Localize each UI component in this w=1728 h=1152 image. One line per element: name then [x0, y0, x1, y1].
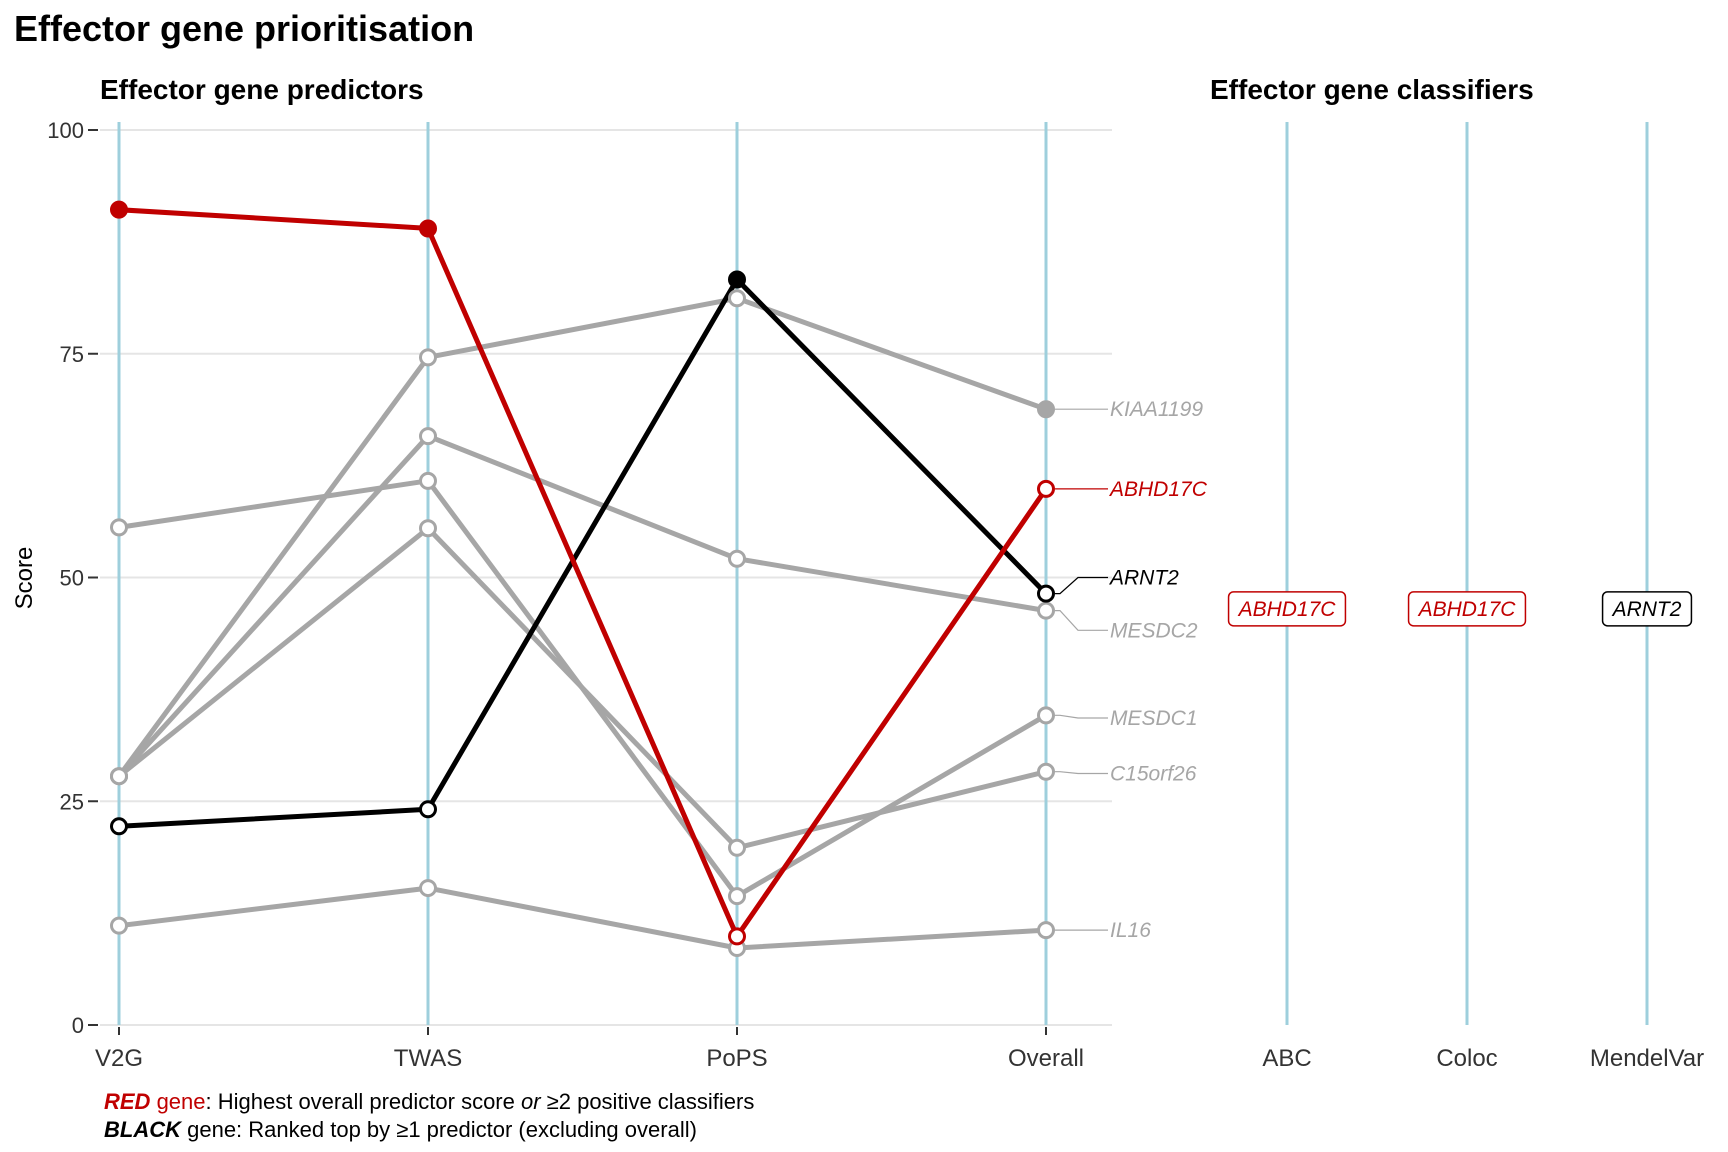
gene-label-C15orf26: C15orf26 [1110, 763, 1197, 786]
point-ABHD17C-Overall [1037, 479, 1055, 498]
gene-labels: KIAA1199 ABHD17C ARNT2 MESDC2 MESDC1 C15orf26… [1055, 398, 1208, 942]
point-C15orf26-TWAS [419, 519, 437, 538]
gene-label-ARNT2: ARNT2 [1108, 567, 1179, 590]
point-KIAA1199-PoPS [728, 289, 746, 308]
point-MESDC1-TWAS [419, 471, 437, 490]
point-MESDC2-TWAS [419, 427, 437, 446]
x-tick-label-V2G: V2G [95, 1045, 143, 1072]
x-axis: V2G TWAS PoPS Overall ABC Coloc MendelVar [95, 1027, 1704, 1072]
point-ARNT2-V2G [110, 817, 128, 836]
note-red-text2: ≥2 positive classifiers [540, 1089, 755, 1114]
classifier-box-label-MendelVar: ARNT2 [1611, 598, 1682, 621]
point-ABHD17C-V2G [110, 200, 128, 219]
point-KIAA1199-TWAS [419, 348, 437, 367]
note-red-or: or [520, 1089, 541, 1114]
gene-label-ABHD17C: ABHD17C [1108, 478, 1208, 501]
x-tick-label-MendelVar: MendelVar [1590, 1045, 1704, 1072]
gridlines [100, 129, 1112, 1026]
classifier-box-Coloc: ABHD17C [1407, 591, 1527, 627]
point-ARNT2-PoPS [728, 270, 746, 289]
point-C15orf26-PoPS [728, 838, 746, 857]
gene-label-MESDC2: MESDC2 [1110, 619, 1198, 642]
point-MESDC2-PoPS [728, 549, 746, 568]
point-IL16-TWAS [419, 879, 437, 898]
classifier-boxes: ABHD17C ABHD17C ARNT2 [1227, 591, 1693, 627]
note-red-gene: gene [150, 1089, 206, 1114]
point-MESDC1-V2G [110, 518, 128, 537]
point-ABHD17C-TWAS [419, 219, 437, 238]
y-tick-label-100: 100 [47, 118, 84, 143]
category-axis-lines [117, 122, 1649, 1025]
classifier-box-label-ABC: ABHD17C [1237, 598, 1337, 621]
legend-notes: RED gene: Highest overall predictor scor… [104, 1088, 754, 1144]
note-red-keyword: RED [104, 1089, 151, 1114]
x-tick-label-Coloc: Coloc [1436, 1045, 1497, 1072]
leader-line-C15orf26 [1055, 771, 1108, 775]
series-lines [116, 207, 1049, 951]
y-tick-label-75: 75 [60, 342, 84, 367]
point-ARNT2-Overall [1037, 584, 1055, 603]
leader-line-MESDC1 [1055, 714, 1108, 719]
point-ABHD17C-PoPS [728, 927, 746, 946]
page-title: Effector gene prioritisation [14, 8, 475, 49]
note-black-keyword: BLACK [104, 1117, 181, 1142]
series-points [110, 200, 1055, 958]
gene-label-KIAA1199: KIAA1199 [1110, 398, 1203, 421]
point-C15orf26-V2G [110, 767, 128, 786]
classifier-box-ABC: ABHD17C [1227, 591, 1347, 627]
series-line-ABHD17C [118, 207, 1049, 939]
x-tick-label-PoPS: PoPS [706, 1045, 767, 1072]
series-line-C15orf26 [117, 525, 1047, 851]
classifier-box-frame-ABC [1227, 591, 1347, 627]
point-MESDC1-Overall [1037, 706, 1055, 725]
series-line-ARNT2 [118, 277, 1048, 829]
x-tick-label-TWAS: TWAS [394, 1045, 462, 1072]
point-ARNT2-TWAS [419, 800, 437, 819]
point-IL16-V2G [110, 916, 128, 935]
classifier-box-frame-MendelVar [1601, 591, 1693, 627]
leader-line-ARNT2 [1055, 576, 1108, 595]
note-black: BLACK gene: Ranked top by ≥1 predictor (… [104, 1116, 754, 1144]
classifiers-panel-title: Effector gene classifiers [1210, 74, 1534, 105]
classifier-box-MendelVar: ARNT2 [1601, 591, 1693, 627]
note-red: RED gene: Highest overall predictor scor… [104, 1088, 754, 1116]
y-tick-label-50: 50 [60, 566, 84, 591]
point-KIAA1199-Overall [1037, 400, 1055, 419]
series-line-KIAA1199 [116, 295, 1047, 778]
series-line-IL16 [118, 885, 1047, 951]
y-tick-label-25: 25 [60, 789, 84, 814]
y-axis-label: Score [11, 547, 38, 610]
x-tick-label-Overall: Overall [1008, 1045, 1084, 1072]
point-MESDC1-PoPS [728, 887, 746, 906]
point-MESDC2-Overall [1037, 601, 1055, 620]
x-tick-label-ABC: ABC [1262, 1045, 1311, 1072]
point-C15orf26-Overall [1037, 762, 1055, 781]
leader-line-MESDC2 [1055, 609, 1108, 631]
y-tick-label-0: 0 [72, 1013, 84, 1038]
note-red-text: : Highest overall predictor score [205, 1089, 521, 1114]
gene-label-MESDC1: MESDC1 [1110, 707, 1198, 730]
classifier-box-frame-Coloc [1407, 591, 1527, 627]
gene-label-IL16: IL16 [1110, 919, 1151, 942]
predictors-panel-title: Effector gene predictors [100, 74, 424, 105]
point-IL16-Overall [1037, 921, 1055, 940]
series-line-MESDC2 [117, 433, 1047, 778]
classifier-box-label-Coloc: ABHD17C [1417, 598, 1517, 621]
note-black-text: gene: Ranked top by ≥1 predictor (exclud… [181, 1117, 697, 1142]
y-axis: 0 25 50 75 100 [47, 118, 98, 1038]
